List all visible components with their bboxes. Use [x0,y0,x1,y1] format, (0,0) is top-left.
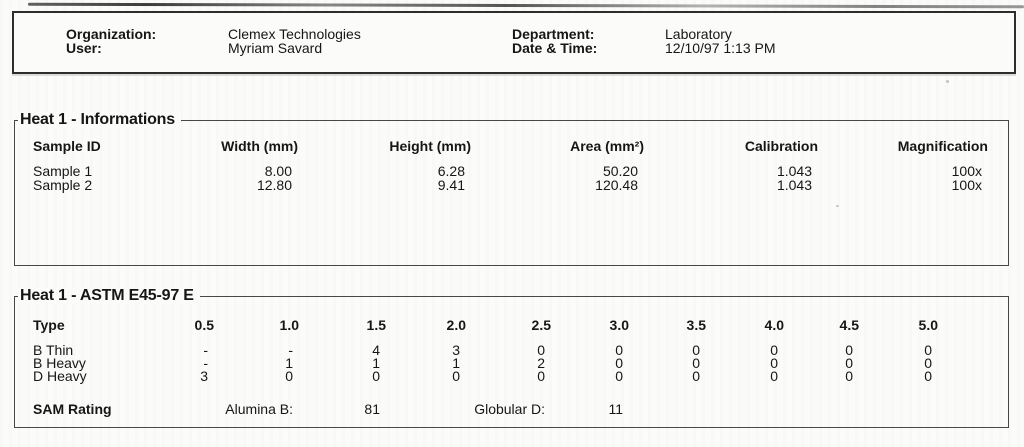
informations-section: Heat 1 - Informations Sample ID Width (m… [14,112,1009,266]
severity-header: 2.0 [446,317,466,333]
globular-d-value: 11 [608,401,623,417]
globular-d-label: Globular D: [474,401,545,417]
rating-cell: 0 [537,368,545,384]
magnification-cell: 100x [951,163,982,179]
column-header-height: Height (mm) [389,138,471,154]
table-row: Sample 2 12.80 9.41 120.48 1.043 100x [15,178,1008,192]
severity-header: 4.5 [839,317,859,333]
width-cell: 8.00 [264,163,292,179]
width-cell: 12.80 [256,177,292,193]
type-cell: D Heavy [33,368,87,384]
organization-value: Clemex Technologies [228,26,361,42]
sample-id-cell: Sample 1 [33,163,93,179]
table-row: B Thin - - 4 3 0 0 0 0 0 0 [15,343,1008,357]
rating-cell: 0 [924,342,932,358]
magnification-cell: 100x [951,177,982,193]
rating-cell: 0 [845,342,853,358]
height-cell: 9.41 [437,177,465,193]
column-header-area: Area (mm²) [570,138,644,154]
table-row: D Heavy 3 0 0 0 0 0 0 0 0 0 [15,369,1008,383]
area-cell: 50.20 [602,163,638,179]
calibration-cell: 1.043 [776,177,812,193]
organization-label: Organization: [66,26,157,42]
rating-cell: 1 [285,355,293,371]
rating-cell: - [288,342,293,358]
user-label: User: [66,40,102,56]
severity-header: 4.0 [764,317,784,333]
area-cell: 120.48 [595,177,638,193]
sample-id-cell: Sample 2 [33,177,93,193]
rating-cell: 0 [692,355,700,371]
report-header-box: Organization: Clemex Technologies User: … [12,11,1016,74]
rating-cell: - [203,342,208,358]
column-header-sample-id: Sample ID [33,138,101,154]
datetime-label: Date & Time: [512,40,598,56]
severity-header: 0.5 [194,317,214,333]
severity-header: 1.0 [279,317,299,333]
table-row: Sample 1 8.00 6.28 50.20 1.043 100x [15,164,1008,178]
astm-section: Heat 1 - ASTM E45-97 E Type 0.5 1.0 1.5 … [14,288,1009,428]
column-header-magnification: Magnification [897,138,988,154]
severity-header: 2.5 [531,317,551,333]
table-row: B Heavy - 1 1 1 2 0 0 0 0 0 [15,356,1008,370]
rating-cell: 3 [452,342,460,358]
user-value: Myriam Savard [228,40,323,56]
rating-cell: 1 [372,355,380,371]
rating-cell: 0 [615,342,623,358]
rating-cell: 0 [285,368,293,384]
severity-header: 3.5 [686,317,706,333]
rating-cell: 0 [770,355,778,371]
sam-rating-row: SAM Rating Alumina B: 81 Globular D: 11 [15,402,1008,416]
rating-cell: 0 [692,368,700,384]
height-cell: 6.28 [437,163,465,179]
rating-cell: 0 [924,368,932,384]
datetime-value: 12/10/97 1:13 PM [665,40,776,56]
alumina-b-label: Alumina B: [225,401,293,417]
sam-rating-label: SAM Rating [33,401,112,417]
type-cell: B Heavy [33,355,86,371]
scan-artifact-line [27,2,1024,9]
rating-cell: 0 [692,342,700,358]
rating-cell: 2 [537,355,545,371]
rating-cell: 0 [615,355,623,371]
severity-header: 1.5 [366,317,386,333]
rating-cell: 1 [452,355,460,371]
type-cell: B Thin [33,342,74,358]
column-header-type: Type [33,317,65,333]
scan-speck [836,205,839,207]
informations-header-row: Sample ID Width (mm) Height (mm) Area (m… [15,139,1008,153]
rating-cell: 0 [770,342,778,358]
severity-header: 5.0 [918,317,938,333]
informations-section-title: Heat 1 - Informations [18,112,181,128]
alumina-b-value: 81 [364,401,380,417]
severity-header: 3.0 [609,317,629,333]
rating-cell: 0 [615,368,623,384]
calibration-cell: 1.043 [776,163,812,179]
rating-cell: 0 [537,342,545,358]
rating-cell: 4 [372,342,380,358]
astm-header-row: Type 0.5 1.0 1.5 2.0 2.5 3.0 3.5 4.0 4.5… [15,318,1008,332]
rating-cell: 0 [845,368,853,384]
rating-cell: 0 [924,355,932,371]
astm-section-title: Heat 1 - ASTM E45-97 E [18,288,200,304]
rating-cell: 0 [770,368,778,384]
rating-cell: 0 [845,355,853,371]
column-header-calibration: Calibration [744,138,818,154]
rating-cell: 3 [200,368,208,384]
rating-cell: - [203,355,208,371]
rating-cell: 0 [452,368,460,384]
department-label: Department: [512,26,595,42]
column-header-width: Width (mm) [221,138,298,154]
department-value: Laboratory [665,26,732,42]
scan-speck [946,80,949,83]
rating-cell: 0 [372,368,380,384]
